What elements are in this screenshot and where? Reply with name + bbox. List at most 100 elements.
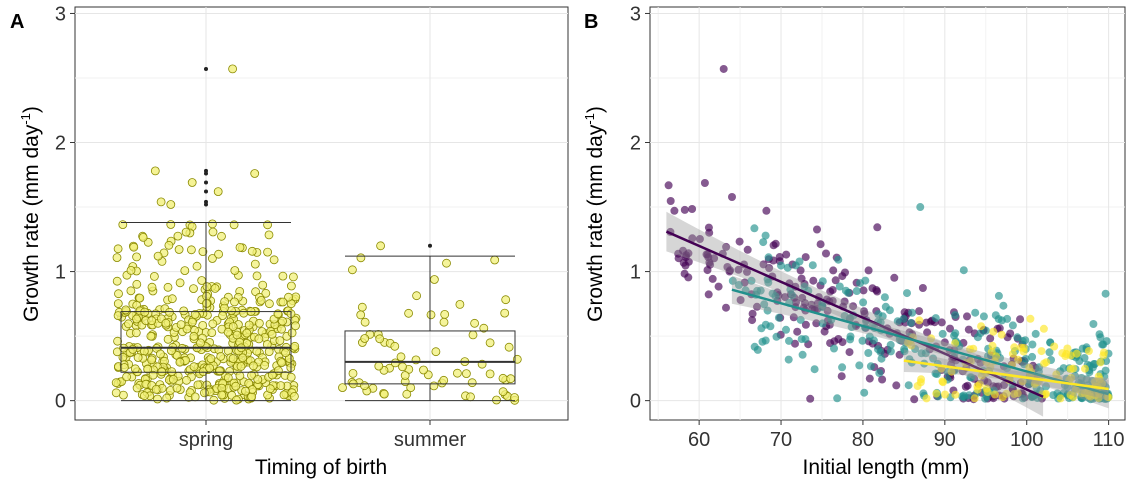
panel-a-point [273,309,283,319]
panel-b-point [796,266,805,275]
panel-b-point [908,308,917,317]
panel-b-point [722,242,731,251]
panel-b-point [951,339,960,348]
panel-b-point [775,253,784,261]
panel-b-point [992,352,1001,361]
panel-b-point [983,388,992,396]
panel-a-point [279,390,289,400]
panel-b-series-1-fit-line [731,288,1109,396]
panel-b-point [774,313,783,322]
panel-b-point [852,287,861,295]
panel-a-point [166,220,176,229]
panel-a-point [347,265,357,275]
panel-b-point [915,316,924,325]
panel-a-point [229,220,239,230]
panel-a-point [247,246,257,256]
panel-a-point [400,371,410,380]
panel-a-point [390,341,400,351]
panel-a-y-tick-label: 3 [55,3,66,25]
panel-a-outlier [204,180,208,185]
panel-b-point [1063,344,1072,353]
panel-a-point [167,294,177,304]
panel-b-point [892,381,901,390]
panel-a-point [112,276,122,286]
panel-b-series-2-points [904,314,1113,403]
panel-a-point [264,230,274,240]
panel-b-point [922,394,931,403]
panel-a-point [281,348,291,358]
panel-a-point [132,314,141,324]
panel-a-point [287,328,297,338]
panel-b-point [1040,359,1049,368]
panel-a-point [231,381,241,391]
panel-a-point [189,331,199,341]
panel-a-point [275,336,285,346]
panel-a-point [207,254,217,263]
panel-a-box-rect [120,311,292,373]
panel-a-y-tick-label: 0 [55,391,66,413]
panel-a-point [153,394,162,404]
panel-a-point [269,255,279,265]
panel-b-y-title-end: ) [584,106,607,113]
panel-b-point [890,273,899,282]
panel-b-point [938,329,947,338]
panel-b-point [947,367,956,376]
panel-a-point [120,363,129,372]
panel-b-y-tick-label: 2 [630,133,641,155]
panel-b-point [728,276,737,285]
panel-b-point [800,282,809,291]
panel-b-point [864,349,873,357]
panel-a-point [500,308,510,318]
panel-b-point [1069,393,1078,401]
panel-b-point [1021,336,1030,345]
panel-a-point [182,375,191,385]
panel-b-point [860,388,869,397]
panel-b-point [1008,321,1017,330]
panel-a-point [404,308,414,318]
panel-b-point [915,307,924,316]
panel-b-x-tick-label: 90 [934,429,956,451]
panel-b-x-axis-title: Initial length (mm) [803,456,970,479]
panel-b-point [1028,340,1037,349]
panel-b-point [878,312,887,321]
panel-b-point [700,179,709,187]
panel-b-point [769,241,778,250]
panel-b-point [864,266,873,275]
panel-b-point [967,373,976,382]
panel-b-point [1042,382,1050,391]
panel-b-point [666,197,675,205]
panel-b-point [966,345,974,354]
panel-a-point [124,319,133,329]
panel-a-point [135,293,145,303]
panel-b-point [838,363,847,372]
panel-b-x-tick-label: 80 [852,429,874,451]
panel-b-point [959,266,968,275]
panel-a-point [168,374,178,384]
panel-b-letter: B [584,11,598,33]
panel-b-point [903,289,911,298]
panel-b-point [734,265,743,274]
panel-a-point [126,265,136,275]
panel-b-point [795,257,804,266]
panel-b-point [838,338,847,347]
panel-b-point [771,292,780,301]
panel-a-point [214,249,224,259]
panel-a-point [250,259,260,269]
panel-a-point [455,299,465,309]
panel-b-point [940,338,949,347]
panel-b-point [781,293,789,302]
panel-b-point [885,306,894,315]
panel-a-x-tick-label: spring [179,429,233,451]
panel-a-box-spring [120,66,292,402]
panel-b-point [670,206,679,215]
panel-a-point [468,330,478,340]
panel-a-point [182,324,192,334]
panel-a-point [277,358,287,368]
panel-b-series-0-fit-line [665,230,1044,398]
panel-a-point [113,311,123,321]
panel-b-point [784,355,793,364]
panel-b-point [937,318,946,327]
panel-a-point [267,370,277,380]
panel-a-point [501,295,511,305]
panel-b-point [834,255,843,264]
